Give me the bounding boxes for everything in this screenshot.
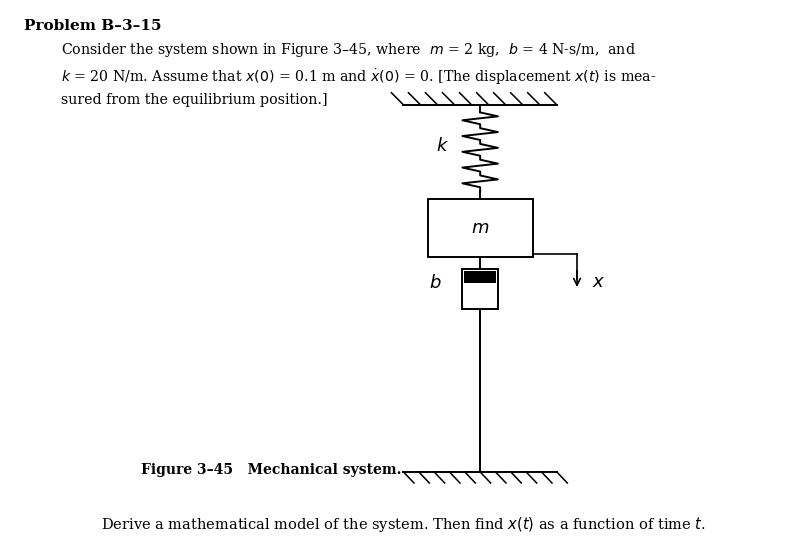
Bar: [464, 270, 496, 283]
Bar: [462, 269, 498, 309]
Text: $m$: $m$: [471, 219, 489, 237]
Text: Derive a mathematical model of the system. Then find $x(t)$ as a function of tim: Derive a mathematical model of the syste…: [101, 516, 706, 534]
Text: Figure 3–45   Mechanical system.: Figure 3–45 Mechanical system.: [141, 464, 402, 477]
Text: $b$: $b$: [429, 274, 441, 292]
Text: $k$ = 20 N/m. Assume that $x(0)$ = 0.1 m and $\dot{x}(0)$ = 0. [The displacement: $k$ = 20 N/m. Assume that $x(0)$ = 0.1 m…: [61, 67, 656, 87]
Text: $x$: $x$: [592, 273, 604, 290]
Text: $k$: $k$: [437, 137, 449, 155]
Text: Consider the system shown in Figure 3–45, where  $m$ = 2 kg,  $b$ = 4 N-s/m,  an: Consider the system shown in Figure 3–45…: [61, 41, 635, 60]
Bar: [428, 199, 533, 257]
Text: Problem B–3–15: Problem B–3–15: [24, 19, 161, 33]
Text: sured from the equilibrium position.]: sured from the equilibrium position.]: [61, 93, 327, 107]
